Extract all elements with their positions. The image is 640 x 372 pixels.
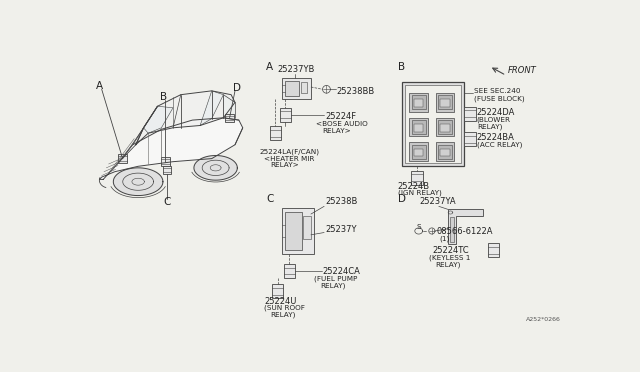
Text: A: A [266, 62, 273, 72]
Bar [412, 120, 426, 134]
Polygon shape [200, 91, 223, 125]
Polygon shape [448, 209, 483, 244]
Text: RELAY>: RELAY> [322, 128, 351, 134]
Bar [440, 148, 450, 156]
Bar [282, 78, 311, 99]
Text: 25224LA(F/CAN): 25224LA(F/CAN) [260, 148, 320, 155]
Bar [404, 85, 461, 163]
Polygon shape [99, 118, 243, 179]
Bar [463, 107, 476, 121]
Bar [450, 217, 454, 242]
Bar [438, 120, 452, 134]
Bar [436, 93, 454, 112]
Text: D: D [397, 194, 406, 204]
Text: RELAY): RELAY) [271, 312, 296, 318]
Text: RELAY>: RELAY> [271, 163, 300, 169]
Text: 08566-6122A: 08566-6122A [436, 227, 493, 236]
Bar [285, 81, 300, 96]
Bar [414, 99, 423, 107]
Text: (ACC RELAY): (ACC RELAY) [477, 142, 522, 148]
Bar [463, 132, 476, 146]
Text: 25224TC: 25224TC [433, 246, 469, 256]
Bar [438, 145, 452, 158]
Text: <BOSE AUDIO: <BOSE AUDIO [316, 121, 367, 127]
Bar [414, 148, 423, 156]
Bar [163, 166, 171, 174]
Text: A252*0266: A252*0266 [525, 317, 561, 322]
Bar [440, 99, 450, 107]
Text: <HEATER MIR: <HEATER MIR [264, 155, 315, 161]
Text: RELAY): RELAY) [320, 283, 346, 289]
Text: 25224U: 25224U [264, 297, 297, 306]
Bar [438, 96, 452, 109]
Text: 25237YB: 25237YB [278, 65, 315, 74]
Text: (BLOWER: (BLOWER [477, 116, 511, 123]
Bar [411, 171, 423, 185]
Text: 25238BB: 25238BB [337, 87, 375, 96]
Text: B: B [397, 62, 405, 72]
Bar [410, 93, 428, 112]
Bar [272, 284, 283, 298]
Bar [118, 154, 127, 163]
Text: (KEYLESS 1: (KEYLESS 1 [429, 255, 470, 262]
Text: A: A [96, 81, 103, 91]
Text: 25237Y: 25237Y [325, 225, 356, 234]
Bar [280, 108, 291, 122]
Bar [301, 82, 307, 93]
Text: (SUN ROOF: (SUN ROOF [264, 305, 305, 311]
Text: 25224F: 25224F [325, 112, 356, 121]
Text: B: B [160, 92, 167, 102]
Bar [436, 142, 454, 161]
Polygon shape [136, 91, 235, 145]
Bar [282, 208, 314, 254]
Polygon shape [113, 168, 163, 196]
Bar [488, 243, 499, 257]
Text: (FUEL PUMP: (FUEL PUMP [314, 276, 357, 282]
Bar [410, 142, 428, 161]
Bar [270, 126, 281, 140]
Text: C: C [266, 194, 273, 204]
Text: S: S [417, 224, 421, 230]
Text: 25237YA: 25237YA [419, 197, 456, 206]
Text: D: D [232, 83, 241, 93]
Text: C: C [163, 198, 170, 208]
Text: 25238B: 25238B [325, 197, 357, 206]
Text: (FUSE BLOCK): (FUSE BLOCK) [474, 96, 524, 102]
Text: 25224CA: 25224CA [323, 267, 360, 276]
Bar [410, 118, 428, 136]
Text: (IGN RELAY): (IGN RELAY) [397, 189, 442, 196]
Text: FRONT: FRONT [508, 66, 536, 75]
Bar [436, 118, 454, 136]
Polygon shape [143, 106, 173, 133]
Bar [414, 124, 423, 132]
Bar [284, 264, 294, 278]
Bar [225, 113, 234, 122]
Text: RELAY): RELAY) [435, 262, 460, 268]
Bar [402, 81, 463, 166]
Bar [412, 96, 426, 109]
Bar [412, 145, 426, 158]
Text: RELAY): RELAY) [477, 123, 502, 130]
Text: SEE SEC.240: SEE SEC.240 [474, 88, 520, 94]
Bar [303, 216, 311, 239]
Polygon shape [194, 155, 237, 180]
Text: 25224BA: 25224BA [477, 133, 515, 142]
Text: 25224DA: 25224DA [477, 108, 515, 117]
Polygon shape [223, 95, 235, 119]
Bar [161, 157, 170, 166]
Text: 25224B: 25224B [397, 182, 430, 191]
Bar [285, 212, 301, 250]
Bar [440, 124, 450, 132]
Text: (1): (1) [440, 235, 450, 242]
